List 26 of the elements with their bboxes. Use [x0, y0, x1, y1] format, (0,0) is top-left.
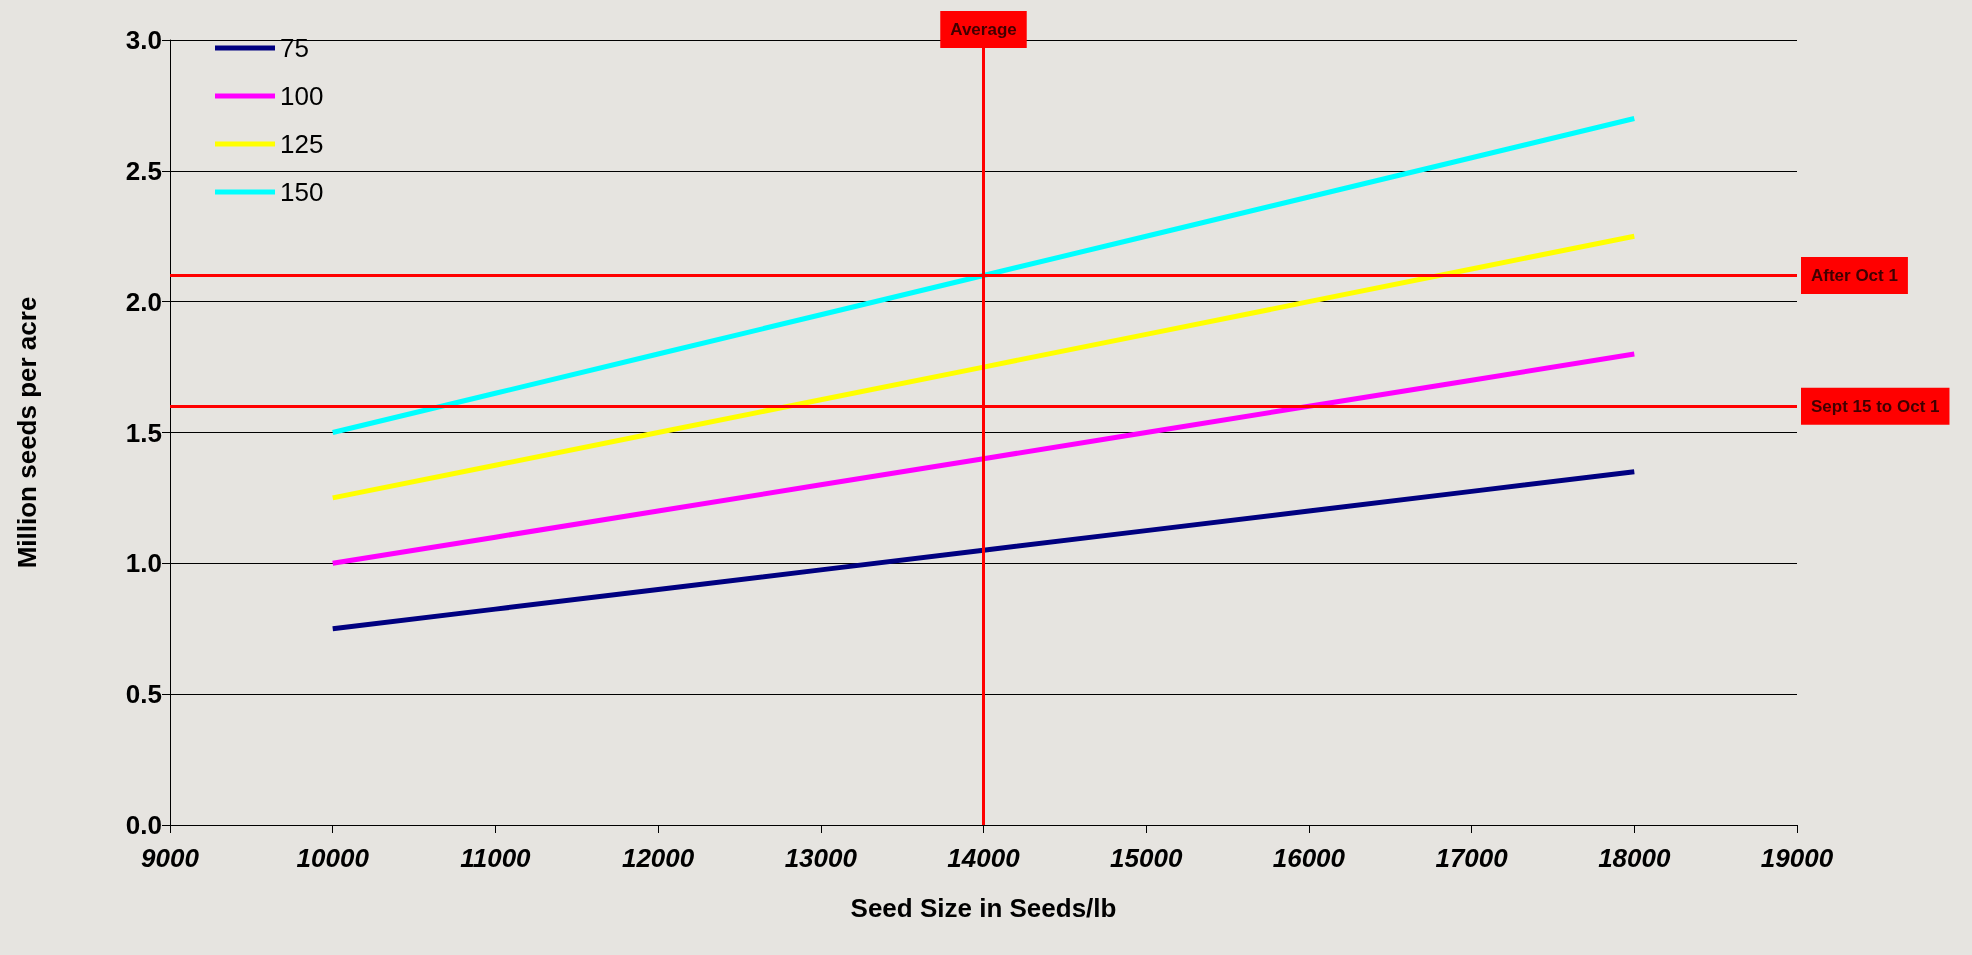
x-tick-label: 12000 — [621, 843, 695, 873]
x-tick-label: 19000 — [1760, 843, 1834, 873]
x-tick-label: 18000 — [1598, 843, 1671, 873]
x-tick-label: 16000 — [1272, 843, 1346, 873]
y-axis-title: Million seeds per acre — [12, 296, 42, 569]
legend-label: 125 — [280, 129, 324, 159]
x-tick-label: 17000 — [1435, 843, 1509, 873]
y-tick-label: 0.5 — [125, 679, 162, 710]
y-tick-label: 2.5 — [125, 155, 162, 186]
x-tick-label: 13000 — [784, 843, 858, 873]
ref-line-label: Sept 15 to Oct 1 — [1811, 396, 1940, 416]
x-tick-label: 15000 — [1110, 843, 1183, 873]
x-tick-label: 9000 — [141, 843, 200, 873]
x-axis-title: Seed Size in Seeds/lb — [850, 893, 1117, 923]
y-tick-label: 1.0 — [125, 548, 162, 579]
x-tick-label: 10000 — [296, 843, 370, 873]
ref-line-label: Average — [950, 20, 1017, 39]
y-tick-label: 2.0 — [125, 286, 162, 317]
legend-label: 150 — [280, 177, 324, 207]
x-tick-label: 14000 — [947, 843, 1021, 873]
y-tick-label: 3.0 — [125, 25, 162, 55]
legend-label: 100 — [280, 81, 324, 111]
y-tick-label: 1.5 — [125, 417, 162, 448]
x-tick-label: 11000 — [460, 843, 532, 873]
ref-line-label: After Oct 1 — [1811, 266, 1898, 285]
y-tick-label: 0.0 — [125, 810, 162, 840]
